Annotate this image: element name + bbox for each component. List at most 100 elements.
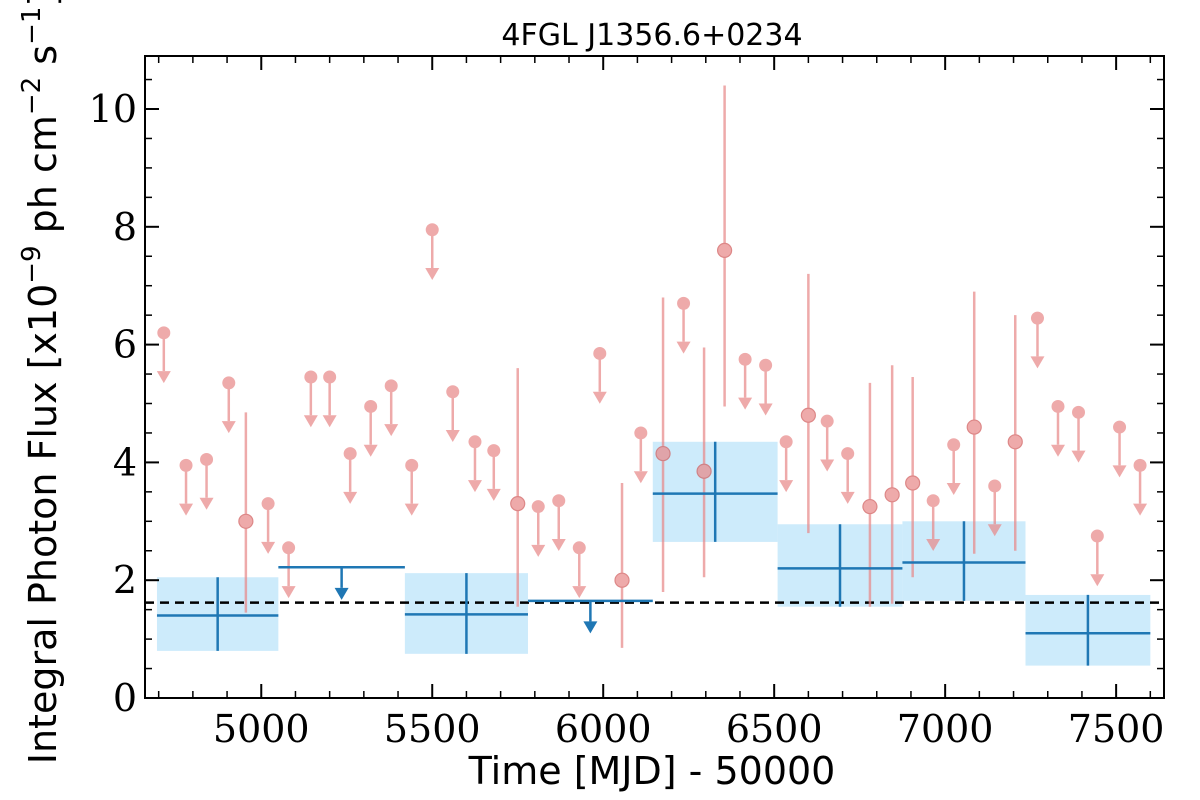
upper-limit-marker (323, 370, 337, 384)
y-axis-title-exp: −9 (17, 245, 47, 283)
upper-limit-arrowhead (758, 403, 773, 416)
upper-limit-arrowhead (676, 341, 691, 354)
upper-limit-arrowhead (467, 480, 482, 493)
short-bin-upper-limit (467, 435, 482, 493)
short-bin-upper-limit (445, 385, 460, 443)
upper-limit-marker (634, 426, 648, 440)
upper-limit-marker (304, 370, 318, 384)
upper-limit-marker (1072, 405, 1086, 419)
short-bin-detection (655, 297, 671, 592)
short-bin-upper-limit (987, 479, 1002, 537)
short-bin-upper-limit (221, 376, 236, 434)
short-bin-upper-limit (425, 223, 440, 281)
upper-limit-marker (552, 494, 566, 508)
upper-limit-marker (947, 438, 961, 452)
short-bin-detection (696, 347, 712, 578)
upper-limit-arrowhead (322, 415, 337, 428)
y-tick-label: 8 (113, 205, 137, 249)
long-bin-detection (777, 524, 903, 607)
short-bin-upper-limit (486, 444, 501, 501)
detection-marker (614, 572, 630, 588)
short-bin-detection (716, 85, 733, 407)
upper-limit-arrowhead (1030, 356, 1045, 369)
short-bin-upper-limit (322, 370, 337, 428)
long-bin-detection (652, 441, 778, 542)
detection-marker (696, 463, 712, 479)
y-tick-label: 6 (113, 323, 137, 367)
chart-title: 4FGL J1356.6+0234 (501, 18, 802, 53)
axes: 5000 5500 6000 6500 7000 7500 0 2 4 6 8 10 (89, 55, 1165, 751)
upper-limit-marker (593, 346, 607, 360)
upper-limit-marker (841, 447, 855, 461)
long-bin-detection (404, 573, 528, 654)
upper-limit-marker (282, 541, 296, 555)
upper-limit-arrowhead (572, 586, 587, 599)
plot-frame (144, 55, 1165, 699)
upper-limit-arrowhead (1071, 450, 1086, 463)
y-tick-label: 2 (113, 558, 137, 602)
upper-limit-arrowhead (1112, 465, 1127, 478)
x-tick-label: 7000 (897, 707, 994, 751)
short-bin-upper-limit (261, 497, 276, 554)
short-bin-upper-limit (758, 358, 773, 416)
short-bin-upper-limit (738, 352, 753, 410)
upper-limit-marker (179, 458, 193, 472)
detection-marker (905, 475, 921, 491)
upper-limit-arrowhead (221, 421, 236, 434)
upper-limit-marker (1113, 420, 1127, 434)
upper-limit-marker (988, 479, 1002, 493)
short-bin-upper-limit (676, 296, 691, 354)
short-bin-detection (238, 412, 254, 613)
upper-limit-marker (926, 494, 940, 508)
upper-limit-marker (779, 435, 793, 449)
upper-limit-marker (261, 497, 275, 511)
upper-limit-marker (200, 452, 214, 466)
short-bin-points (156, 85, 1148, 648)
upper-limit-marker (468, 435, 482, 449)
upper-limit-marker (531, 500, 545, 514)
x-tick-label: 7500 (1068, 707, 1165, 751)
short-bin-upper-limit (343, 447, 358, 504)
short-bin-upper-limit (633, 426, 648, 484)
short-bin-upper-limit (531, 500, 546, 557)
short-bin-upper-limit (199, 452, 214, 510)
upper-limit-marker (343, 447, 357, 461)
short-bin-upper-limit (404, 458, 419, 516)
short-bin-upper-limit (1133, 458, 1148, 516)
upper-limit-arrowhead (840, 491, 855, 504)
short-bin-detection (905, 377, 921, 578)
long-bin-points (156, 441, 1151, 666)
long-bin-upper-limit (278, 565, 405, 600)
short-bin-detection (1007, 315, 1023, 551)
upper-limit-marker (1051, 399, 1065, 413)
short-bin-upper-limit (1050, 399, 1065, 457)
short-bin-upper-limit (363, 399, 378, 457)
upper-limit-marker (157, 326, 171, 340)
upper-limit-marker (487, 444, 501, 458)
upper-limit-marker (425, 223, 439, 237)
x-tick-label: 6500 (726, 707, 823, 751)
upper-limit-marker (222, 376, 236, 390)
upper-limit-arrowhead (1133, 503, 1148, 516)
upper-limit-arrowhead (926, 538, 941, 551)
long-bin-error-bands (156, 441, 1151, 666)
upper-limit-arrowhead (156, 371, 171, 384)
long-bin-limit-arrowhead (583, 621, 598, 634)
upper-limit-marker (1133, 458, 1147, 472)
short-bin-detection (884, 365, 900, 604)
upper-limit-marker (1030, 311, 1044, 325)
upper-limit-arrowhead (363, 444, 378, 457)
short-bin-upper-limit (156, 326, 171, 384)
upper-limit-marker (364, 399, 378, 413)
detection-marker (716, 242, 733, 258)
y-axis-title-exp3: −1 (17, 7, 47, 45)
detection-marker (510, 496, 526, 512)
upper-limit-marker (738, 352, 752, 366)
y-axis-title-main: Integral Photon Flux [x10 (21, 284, 65, 765)
upper-limit-arrowhead (531, 544, 546, 557)
short-bin-upper-limit (551, 494, 566, 551)
detection-marker (966, 419, 982, 435)
upper-limit-marker (1090, 529, 1104, 543)
upper-limit-marker (677, 296, 691, 310)
